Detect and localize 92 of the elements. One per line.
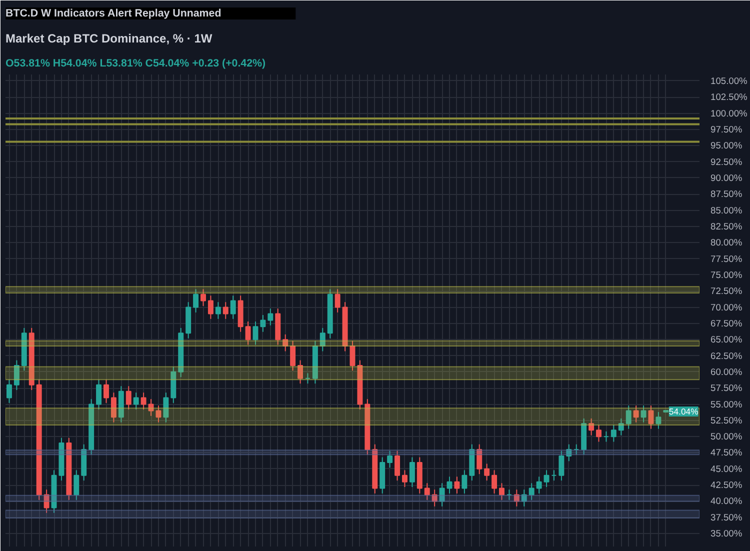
- candlestick: [6, 379, 12, 404]
- candlestick: [126, 386, 132, 410]
- candlestick: [14, 360, 20, 391]
- candlestick: [298, 360, 303, 384]
- y-tick-label: 50.00%: [710, 432, 742, 442]
- candlestick: [200, 288, 206, 306]
- candlestick: [544, 470, 550, 488]
- candlestick: [140, 392, 146, 410]
- candlestick: [558, 450, 564, 482]
- y-tick-label: 65.00%: [710, 334, 742, 345]
- candlestick: [626, 405, 632, 430]
- candlestick: [596, 424, 602, 442]
- candlestick: [610, 424, 616, 442]
- candlestick: [439, 482, 445, 507]
- candlestick: [290, 340, 296, 372]
- candlestick: [492, 470, 498, 494]
- chart-title: Market Cap BTC Dominance, % · 1W: [6, 32, 213, 46]
- candlestick: [208, 295, 214, 320]
- candlestick: [268, 308, 274, 326]
- candlestick: [110, 392, 116, 423]
- candlestick: [163, 392, 169, 423]
- y-tick-label: 42.50%: [710, 480, 742, 490]
- candlestick: [454, 476, 460, 494]
- candlestick: [74, 470, 80, 500]
- candlestick: [528, 482, 534, 500]
- y-tick-label: 102.50%: [710, 92, 748, 102]
- y-tick-label: 35.00%: [710, 528, 742, 539]
- y-tick-label: 60.00%: [710, 366, 742, 377]
- candlestick: [222, 302, 228, 320]
- candlestick: [260, 314, 266, 332]
- candlestick: [148, 398, 154, 416]
- candlestick: [536, 476, 542, 494]
- candlestick: [133, 392, 139, 410]
- candlestick: [402, 470, 408, 488]
- y-tick-label: 75.00%: [710, 270, 742, 280]
- y-tick-label: 82.50%: [710, 221, 742, 232]
- candlestick: [282, 334, 288, 352]
- y-tick-label: 100.00%: [710, 108, 748, 118]
- candlestick: [521, 489, 527, 507]
- candlestick: [566, 444, 572, 462]
- chart-subtitle: O53.81% H54.04% L53.81% C54.04% +0.23 (+0.42%): [6, 58, 266, 70]
- annotation: 54.04%: [668, 406, 699, 416]
- candlestick: [320, 327, 326, 352]
- candlestick: [409, 456, 415, 488]
- candlestick: [156, 405, 162, 423]
- y-tick-label: 72.50%: [710, 286, 742, 296]
- y-tick-label: 90.00%: [710, 172, 742, 183]
- candlestick: [514, 489, 520, 507]
- candlestick: [193, 288, 199, 313]
- candlestick: [215, 302, 221, 320]
- candlestick: [387, 450, 393, 468]
- candlestick: [499, 482, 504, 500]
- y-tick-label: 92.50%: [710, 156, 742, 167]
- y-tick-label: 57.50%: [710, 383, 742, 394]
- candlestick: [640, 405, 646, 423]
- y-tick-label: 40.00%: [710, 496, 742, 506]
- candlestick: [462, 470, 468, 494]
- y-tick-label: 55.00%: [710, 399, 742, 410]
- candlestick: [656, 412, 662, 430]
- candlestick: [96, 379, 102, 410]
- candlestick: [618, 418, 624, 436]
- candlestick: [476, 444, 482, 475]
- y-tick-label: 70.00%: [710, 302, 742, 312]
- candlestick: [252, 320, 258, 346]
- candlestick: [245, 320, 251, 346]
- text: BTC.D W Indicators Alert Replay Unnamed: [6, 8, 222, 20]
- candlestick: [588, 418, 594, 436]
- candlestick: [334, 288, 340, 313]
- y-tick-label: 62.50%: [710, 350, 742, 361]
- y-tick-label: 45.00%: [710, 464, 742, 474]
- candlestick: [230, 295, 236, 320]
- y-tick-label: 47.50%: [710, 448, 742, 458]
- candlestick: [633, 405, 639, 423]
- candlestick: [484, 463, 490, 482]
- y-tick-label: 52.50%: [710, 415, 742, 426]
- y-tick-label: 87.50%: [710, 189, 742, 200]
- y-tick-label: 97.50%: [710, 124, 742, 134]
- y-tick-label: 105.00%: [710, 76, 748, 86]
- candlestick: [446, 476, 452, 494]
- candlestick: [424, 482, 430, 500]
- y-tick-label: 95.00%: [710, 140, 742, 151]
- y-tick-label: 67.50%: [710, 318, 742, 328]
- candlestick: [394, 450, 400, 482]
- candlestick: [44, 489, 50, 514]
- y-tick-label: 85.00%: [710, 205, 742, 216]
- candlestick: [350, 340, 356, 372]
- y-tick-label: 80.00%: [710, 238, 742, 248]
- y-tick-label: 77.50%: [710, 254, 742, 264]
- y-tick-label: 37.50%: [710, 512, 742, 522]
- candlestick: [648, 405, 654, 430]
- candlestick: [104, 379, 109, 404]
- candlestick: [432, 489, 438, 507]
